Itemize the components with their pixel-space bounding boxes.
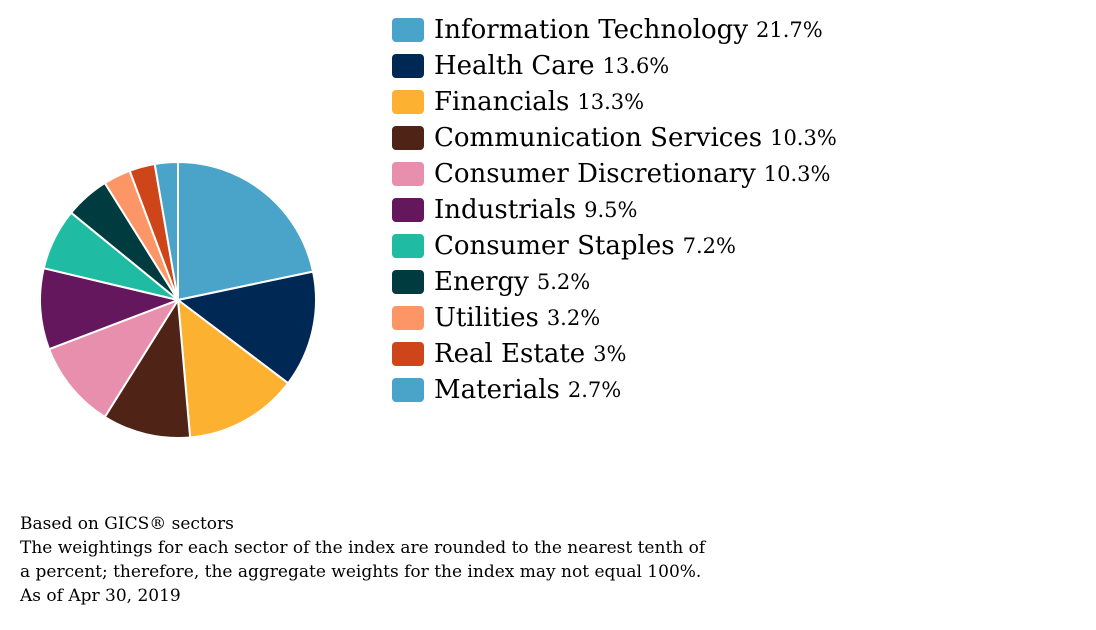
legend-value: 21.7% — [756, 18, 823, 42]
legend-value: 3% — [593, 342, 627, 366]
footnote-rounding-line-1: The weightings for each sector of the in… — [20, 538, 706, 558]
legend-label: Communication Services — [434, 123, 763, 153]
legend-label: Health Care — [434, 51, 595, 81]
legend-swatch — [392, 90, 424, 114]
legend-item-health-care: Health Care 13.6% — [392, 48, 837, 84]
legend-label: Information Technology — [434, 15, 749, 45]
footnote-as-of-date: As of Apr 30, 2019 — [20, 586, 181, 606]
legend-item-consumer-discretionary: Consumer Discretionary 10.3% — [392, 156, 837, 192]
legend-swatch — [392, 270, 424, 294]
chart-legend: Information Technology 21.7% Health Care 13… — [392, 12, 837, 408]
legend-swatch — [392, 234, 424, 258]
legend-value: 7.2% — [682, 234, 736, 258]
legend-value: 9.5% — [584, 198, 638, 222]
legend-label: Industrials — [434, 195, 577, 225]
legend-label: Real Estate — [434, 339, 586, 369]
legend-item-industrials: Industrials 9.5% — [392, 192, 837, 228]
legend-item-communication-services: Communication Services 10.3% — [392, 120, 837, 156]
pie-slice-health-care — [177, 270, 317, 385]
legend-item-materials: Materials 2.7% — [392, 372, 837, 408]
legend-swatch — [392, 162, 424, 186]
legend-item-real-estate: Real Estate 3% — [392, 336, 837, 372]
pie-slice-materials — [153, 161, 179, 301]
legend-label: Utilities — [434, 303, 539, 333]
footnote-gics: Based on GICS® sectors — [20, 514, 234, 534]
pie-slice-information-technology — [177, 161, 315, 301]
legend-item-utilities: Utilities 3.2% — [392, 300, 837, 336]
legend-value: 3.2% — [546, 306, 601, 330]
legend-swatch — [392, 198, 424, 222]
legend-item-financials: Financials 13.3% — [392, 84, 837, 120]
legend-label: Financials — [434, 87, 570, 117]
legend-swatch — [392, 378, 424, 402]
legend-value: 10.3% — [770, 126, 837, 150]
footnote-rounding-line-2: a percent; therefore, the aggregate weig… — [20, 562, 702, 582]
legend-label: Consumer Discretionary — [434, 159, 756, 189]
pie-slice-consumer-discretionary — [48, 299, 179, 418]
legend-value: 5.2% — [536, 270, 591, 294]
legend-value: 13.3% — [577, 90, 645, 114]
legend-value: 13.6% — [602, 54, 670, 78]
legend-swatch — [392, 54, 424, 78]
legend-swatch — [392, 18, 424, 42]
legend-swatch — [392, 342, 424, 366]
legend-label: Energy — [434, 267, 529, 297]
legend-item-consumer-staples: Consumer Staples 7.2% — [392, 228, 837, 264]
pie-slice-financials — [177, 299, 290, 439]
legend-item-energy: Energy 5.2% — [392, 264, 837, 300]
sector-pie-chart — [39, 161, 317, 439]
legend-value: 2.7% — [567, 378, 622, 402]
chart-footnotes: Based on GICS® sectors The weightings fo… — [20, 512, 705, 608]
legend-swatch — [392, 126, 424, 150]
pie-slice-communication-services — [103, 299, 192, 439]
legend-swatch — [392, 306, 424, 330]
pie-slice-industrials — [39, 267, 179, 351]
legend-item-information-technology: Information Technology 21.7% — [392, 12, 837, 48]
legend-label: Consumer Staples — [434, 231, 675, 261]
legend-label: Materials — [434, 375, 560, 405]
legend-value: 10.3% — [763, 162, 831, 186]
